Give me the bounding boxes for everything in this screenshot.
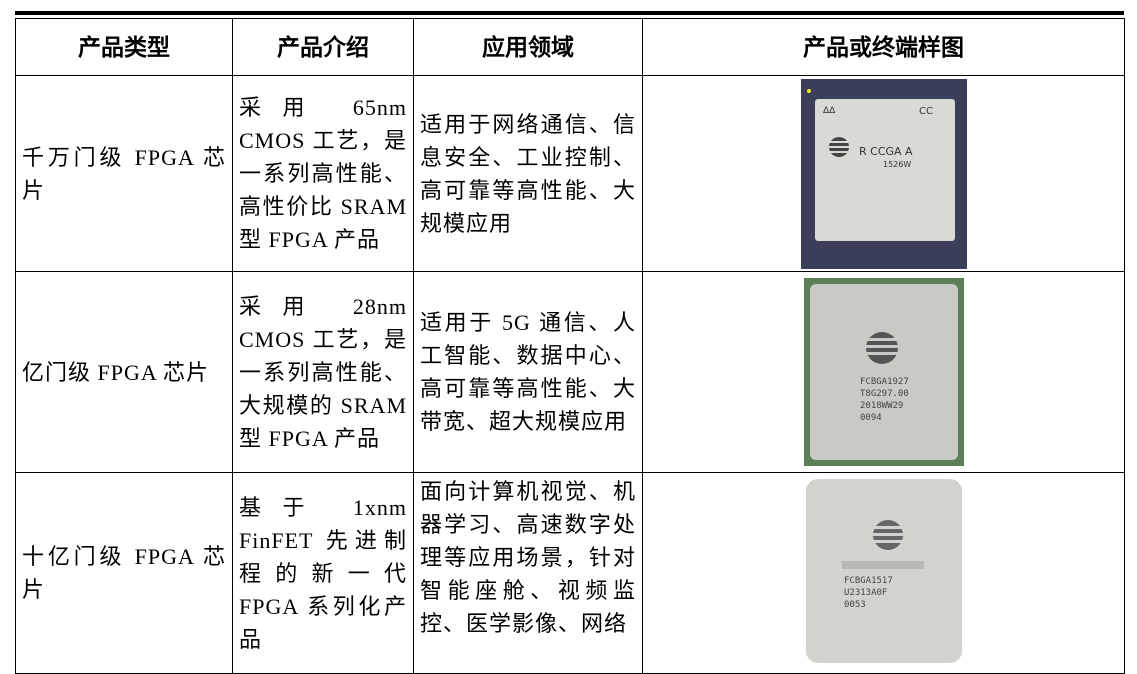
chip-logo [869,520,906,550]
chip-label [841,561,924,569]
header-cell: 应用领域 [413,18,643,76]
header-cell: 产品或终端样图 [642,18,1125,76]
chip-mark: CC [919,106,933,117]
chip-mark: 0053 [844,600,866,610]
chip-mark: R CCGA A [859,145,913,158]
product-table: 产品类型 产品介绍 应用领域 产品或终端样图 千万门级 FPGA 芯片 采用 6… [15,18,1125,674]
pin-dot [806,88,811,93]
type-cell: 十亿门级 FPGA 芯片 [15,472,233,674]
row: 千万门级 FPGA 芯片 采用 65nm CMOS 工艺，是一系列高性能、高性价… [15,75,1125,272]
chip-lid [814,98,955,241]
field-cell: 面向计算机视觉、机器学习、高速数字处理等应用场景，针对智能座舱、视频监控、医学影… [413,472,643,674]
header-cell: 产品类型 [15,18,233,76]
intro-cell: 采用 28nm CMOS 工艺，是一系列高性能、大规模的 SRAM 型 FPGA… [232,271,414,473]
row: 十亿门级 FPGA 芯片 基于 1xnm FinFET 先进制程的新一代 FPG… [15,472,1125,674]
chip-photo: FCBGA1517 U2313A0F 0053 [805,479,962,663]
field-cell: 适用于 5G 通信、人工智能、数据中心、高可靠等高性能、大带宽、超大规模应用 [413,271,643,473]
chip-mark: FCBGA1927 [860,377,909,387]
chip-photo: FCBGA1927 T8G297.00 2018WW29 0094 [803,278,964,466]
header-row: 产品类型 产品介绍 应用领域 产品或终端样图 [15,18,1125,76]
chip-mark: T8G297.00 [860,389,909,399]
chip-mark: 0094 [860,413,882,423]
type-cell: 千万门级 FPGA 芯片 [15,75,233,272]
intro-cell: 采用 65nm CMOS 工艺，是一系列高性能、高性价比 SRAM 型 FPGA… [232,75,414,272]
chip-mark: 2018WW29 [860,401,903,411]
image-cell: FCBGA1517 U2313A0F 0053 [642,472,1125,674]
chip-logo [827,136,850,157]
chip-mark: FCBGA1517 [844,576,893,586]
chip-lid [809,284,958,460]
chip-photo: ΔΔ CC R CCGA A 1526W [800,78,967,269]
header-cell: 产品介绍 [232,18,414,76]
chip-mark: 1526W [883,160,911,169]
image-cell: ΔΔ CC R CCGA A 1526W [642,75,1125,272]
top-rule [15,11,1124,15]
row: 亿门级 FPGA 芯片 采用 28nm CMOS 工艺，是一系列高性能、大规模的… [15,271,1125,473]
image-cell: FCBGA1927 T8G297.00 2018WW29 0094 [642,271,1125,473]
chip-lid [805,479,962,663]
field-cell: 适用于网络通信、信息安全、工业控制、高可靠等高性能、大规模应用 [413,75,643,272]
chip-mark: ΔΔ [823,106,836,116]
chip-logo [863,332,900,364]
intro-cell: 基于 1xnm FinFET 先进制程的新一代 FPGA 系列化产品 [232,472,414,674]
chip-mark: U2313A0F [844,588,887,598]
type-cell: 亿门级 FPGA 芯片 [15,271,233,473]
